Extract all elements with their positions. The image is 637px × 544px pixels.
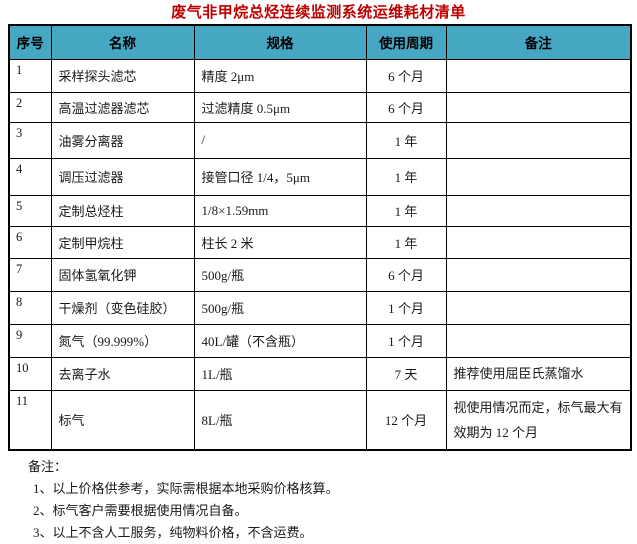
table-row: 1 采样探头滤芯 精度 2μm 6 个月 bbox=[8, 58, 632, 93]
cell-spec: 8L/瓶 bbox=[193, 389, 367, 451]
col-header-remark: 备注 bbox=[445, 24, 632, 60]
cell-name: 标气 bbox=[50, 389, 195, 451]
cell-spec: 接管口径 1/4，5μm bbox=[193, 157, 367, 196]
table-row: 2 高温过滤器滤芯 过滤精度 0.5μm 6 个月 bbox=[8, 91, 632, 123]
cell-cycle: 6 个月 bbox=[365, 58, 447, 93]
cell-remark: 视使用情况而定，标气最大有效期为 12 个月 bbox=[445, 389, 632, 451]
cell-spec: 精度 2μm bbox=[193, 58, 367, 93]
cell-spec: 柱长 2 米 bbox=[193, 225, 367, 259]
cell-remark bbox=[445, 58, 632, 93]
cell-serial: 10 bbox=[8, 356, 52, 391]
cell-name: 油雾分离器 bbox=[50, 121, 195, 159]
note-item-1: 1、以上价格供参考，实际需根据本地采购价格核算。 bbox=[33, 481, 339, 496]
cell-remark bbox=[445, 121, 632, 159]
cell-cycle: 1 个月 bbox=[365, 323, 447, 358]
page-title: 废气非甲烷总烃连续监测系统运维耗材清单 bbox=[171, 3, 466, 21]
cell-cycle: 7 天 bbox=[365, 356, 447, 391]
col-header-cycle: 使用周期 bbox=[365, 24, 447, 60]
notes-label: 备注： bbox=[28, 459, 68, 474]
cell-serial: 4 bbox=[8, 157, 52, 196]
cell-serial: 11 bbox=[8, 389, 52, 451]
cell-remark bbox=[445, 257, 632, 292]
table-row: 5 定制总烃柱 1/8×1.59mm 1 年 bbox=[8, 194, 632, 227]
cell-remark bbox=[445, 157, 632, 196]
cell-cycle: 1 个月 bbox=[365, 290, 447, 325]
cell-serial: 1 bbox=[8, 58, 52, 93]
col-header-name: 名称 bbox=[50, 24, 195, 60]
cell-name: 去离子水 bbox=[50, 356, 195, 391]
cell-spec: / bbox=[193, 121, 367, 159]
cell-cycle: 1 年 bbox=[365, 157, 447, 196]
cell-serial: 9 bbox=[8, 323, 52, 358]
note-item-3: 3、以上不含人工服务，纯物料价格，不含运费。 bbox=[33, 525, 313, 540]
cell-serial: 6 bbox=[8, 225, 52, 259]
cell-remark bbox=[445, 194, 632, 227]
cell-remark bbox=[445, 290, 632, 325]
table-row: 9 氮气（99.999%） 40L/罐（不含瓶） 1 个月 bbox=[8, 323, 632, 358]
cell-name: 干燥剂（变色硅胶） bbox=[50, 290, 195, 325]
cell-spec: 1L/瓶 bbox=[193, 356, 367, 391]
cell-spec: 500g/瓶 bbox=[193, 290, 367, 325]
cell-cycle: 1 年 bbox=[365, 194, 447, 227]
table-row: 6 定制甲烷柱 柱长 2 米 1 年 bbox=[8, 225, 632, 259]
cell-name: 调压过滤器 bbox=[50, 157, 195, 196]
cell-name: 固体氢氧化钾 bbox=[50, 257, 195, 292]
cell-spec: 40L/罐（不含瓶） bbox=[193, 323, 367, 358]
cell-serial: 2 bbox=[8, 91, 52, 123]
cell-cycle: 1 年 bbox=[365, 121, 447, 159]
table-row: 10 去离子水 1L/瓶 7 天 推荐使用屈臣氏蒸馏水 bbox=[8, 356, 632, 391]
table-row: 8 干燥剂（变色硅胶） 500g/瓶 1 个月 bbox=[8, 290, 632, 325]
cell-name: 定制甲烷柱 bbox=[50, 225, 195, 259]
col-header-spec: 规格 bbox=[193, 24, 367, 60]
cell-serial: 5 bbox=[8, 194, 52, 227]
cell-name: 高温过滤器滤芯 bbox=[50, 91, 195, 123]
header-row: 序号 名称 规格 使用周期 备注 bbox=[8, 24, 632, 60]
note-item-2: 2、标气客户需要根据使用情况自备。 bbox=[33, 503, 248, 518]
cell-spec: 过滤精度 0.5μm bbox=[193, 91, 367, 123]
table-row: 3 油雾分离器 / 1 年 bbox=[8, 121, 632, 159]
cell-remark bbox=[445, 225, 632, 259]
cell-cycle: 1 年 bbox=[365, 225, 447, 259]
cell-spec: 500g/瓶 bbox=[193, 257, 367, 292]
notes-section: 备注： 1、以上价格供参考，实际需根据本地采购价格核算。 2、标气客户需要根据使… bbox=[28, 456, 637, 544]
cell-remark: 推荐使用屈臣氏蒸馏水 bbox=[445, 356, 632, 391]
cell-name: 定制总烃柱 bbox=[50, 194, 195, 227]
cell-cycle: 12 个月 bbox=[365, 389, 447, 451]
cell-cycle: 6 个月 bbox=[365, 257, 447, 292]
cell-serial: 8 bbox=[8, 290, 52, 325]
cell-serial: 3 bbox=[8, 121, 52, 159]
cell-serial: 7 bbox=[8, 257, 52, 292]
table-row: 7 固体氢氧化钾 500g/瓶 6 个月 bbox=[8, 257, 632, 292]
cell-remark bbox=[445, 323, 632, 358]
table-row: 4 调压过滤器 接管口径 1/4，5μm 1 年 bbox=[8, 157, 632, 196]
cell-name: 氮气（99.999%） bbox=[50, 323, 195, 358]
cell-remark bbox=[445, 91, 632, 123]
cell-spec: 1/8×1.59mm bbox=[193, 194, 367, 227]
consumables-table: 序号 名称 规格 使用周期 备注 1 采样探头滤芯 精度 2μm 6 个月 2 … bbox=[8, 24, 632, 451]
col-header-serial: 序号 bbox=[8, 24, 52, 60]
cell-cycle: 6 个月 bbox=[365, 91, 447, 123]
table-row: 11 标气 8L/瓶 12 个月 视使用情况而定，标气最大有效期为 12 个月 bbox=[8, 389, 632, 451]
cell-name: 采样探头滤芯 bbox=[50, 58, 195, 93]
